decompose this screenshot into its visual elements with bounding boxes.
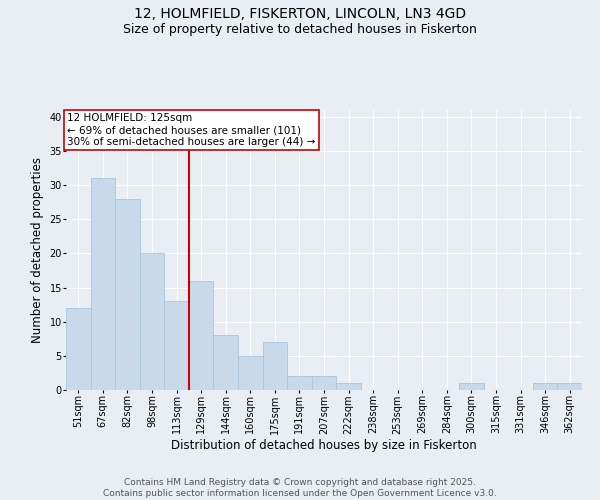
Bar xyxy=(214,336,238,390)
Bar xyxy=(91,178,115,390)
Bar xyxy=(164,301,189,390)
Bar xyxy=(66,308,91,390)
Bar xyxy=(459,383,484,390)
Bar xyxy=(189,280,214,390)
Bar xyxy=(263,342,287,390)
Bar xyxy=(533,383,557,390)
Bar xyxy=(336,383,361,390)
X-axis label: Distribution of detached houses by size in Fiskerton: Distribution of detached houses by size … xyxy=(171,439,477,452)
Text: 12, HOLMFIELD, FISKERTON, LINCOLN, LN3 4GD: 12, HOLMFIELD, FISKERTON, LINCOLN, LN3 4… xyxy=(134,8,466,22)
Bar xyxy=(238,356,263,390)
Bar xyxy=(287,376,312,390)
Bar xyxy=(115,199,140,390)
Text: Contains HM Land Registry data © Crown copyright and database right 2025.
Contai: Contains HM Land Registry data © Crown c… xyxy=(103,478,497,498)
Bar xyxy=(312,376,336,390)
Bar xyxy=(557,383,582,390)
Bar xyxy=(140,254,164,390)
Text: Size of property relative to detached houses in Fiskerton: Size of property relative to detached ho… xyxy=(123,22,477,36)
Y-axis label: Number of detached properties: Number of detached properties xyxy=(31,157,44,343)
Text: 12 HOLMFIELD: 125sqm
← 69% of detached houses are smaller (101)
30% of semi-deta: 12 HOLMFIELD: 125sqm ← 69% of detached h… xyxy=(67,114,316,146)
